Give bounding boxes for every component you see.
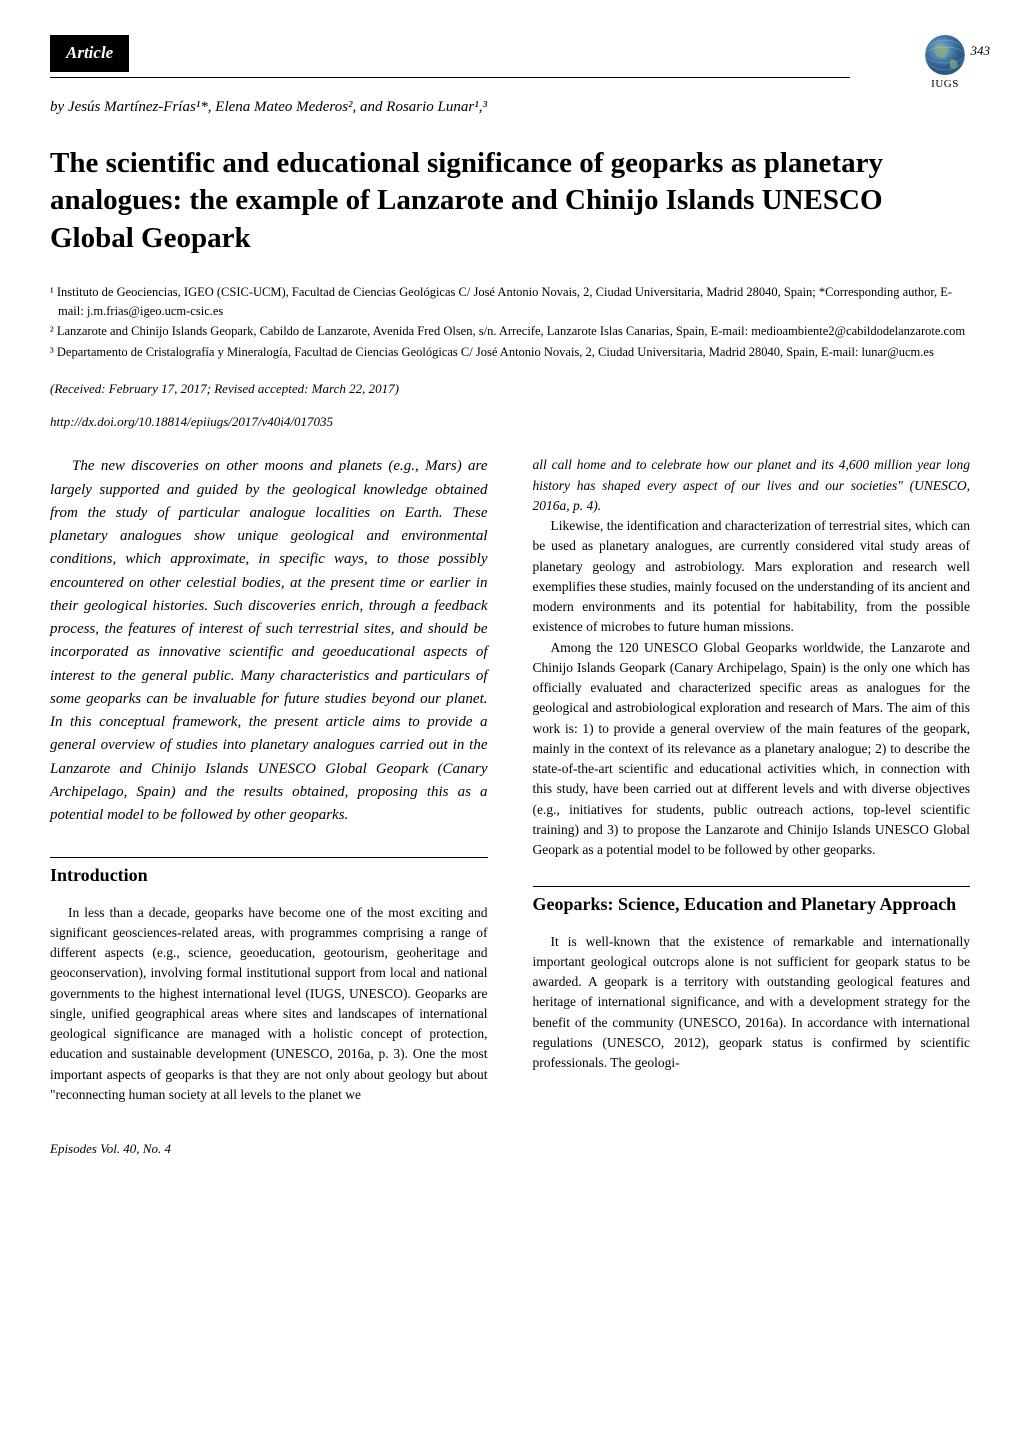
header-row: Article 343 IUGS bbox=[50, 35, 970, 93]
abstract-text: The new discoveries on other moons and p… bbox=[50, 455, 488, 827]
section-divider-2 bbox=[533, 886, 971, 887]
intro-paragraph-1: In less than a decade, geoparks have bec… bbox=[50, 903, 488, 1106]
footer-journal-info: Episodes Vol. 40, No. 4 bbox=[50, 1140, 970, 1159]
col2-continuation: all call home and to celebrate how our p… bbox=[533, 455, 971, 516]
section-2-heading: Geoparks: Science, Education and Planeta… bbox=[533, 891, 971, 917]
byline: by Jesús Martínez-Frías¹*, Elena Mateo M… bbox=[50, 97, 970, 119]
affiliation-1: ¹ Instituto de Geociencias, IGEO (CSIC-U… bbox=[50, 283, 970, 321]
section-2-paragraph-1: It is well-known that the existence of r… bbox=[533, 932, 971, 1074]
header-rule bbox=[50, 77, 850, 78]
col2-paragraph-3: Among the 120 UNESCO Global Geoparks wor… bbox=[533, 638, 971, 861]
article-title: The scientific and educational significa… bbox=[50, 145, 970, 258]
affiliation-3: ³ Departamento de Cristalografía y Miner… bbox=[50, 343, 970, 362]
affiliation-2: ² Lanzarote and Chinijo Islands Geopark,… bbox=[50, 322, 970, 341]
intro-heading: Introduction bbox=[50, 862, 488, 888]
affiliations-block: ¹ Instituto de Geociencias, IGEO (CSIC-U… bbox=[50, 283, 970, 362]
section-divider bbox=[50, 857, 488, 858]
dates-line: (Received: February 17, 2017; Revised ac… bbox=[50, 380, 970, 399]
col2-paragraph-2: Likewise, the identification and charact… bbox=[533, 516, 971, 638]
two-column-layout: The new discoveries on other moons and p… bbox=[50, 455, 970, 1105]
right-column: all call home and to celebrate how our p… bbox=[533, 455, 971, 1105]
left-column: The new discoveries on other moons and p… bbox=[50, 455, 488, 1105]
doi-link[interactable]: http://dx.doi.org/10.18814/epiiugs/2017/… bbox=[50, 413, 970, 432]
iugs-logo: 343 IUGS bbox=[920, 30, 970, 93]
globe-icon: 343 bbox=[920, 30, 970, 80]
page-number: 343 bbox=[971, 42, 991, 61]
article-badge: Article bbox=[50, 35, 129, 72]
